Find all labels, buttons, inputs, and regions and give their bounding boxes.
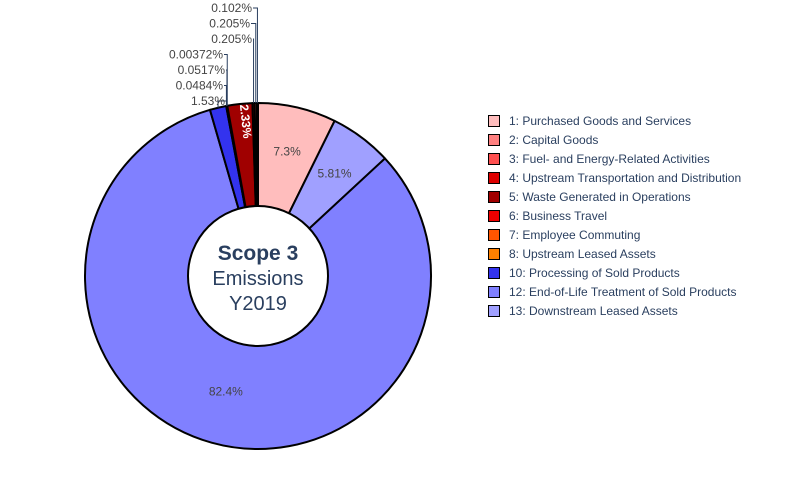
slice-label: 5.81% (318, 166, 352, 180)
legend-swatch (488, 266, 500, 279)
slice-label: 0.0517% (178, 63, 226, 77)
slice-2-capital-goods[interactable] (255, 102, 259, 277)
legend-swatch (488, 152, 500, 165)
legend-item[interactable]: 3: Fuel- and Energy-Related Activities (488, 149, 741, 168)
legend-item[interactable]: 10: Processing of Sold Products (488, 263, 741, 282)
legend-swatch (488, 133, 500, 146)
legend-label: 6: Business Travel (509, 208, 608, 223)
slice-label: 0.102% (211, 1, 252, 15)
slice-label: 1.53% (191, 94, 225, 108)
legend-label: 2: Capital Goods (509, 132, 599, 147)
leader-line (226, 69, 228, 106)
legend-label: 7: Employee Commuting (509, 227, 641, 242)
legend-label: 4: Upstream Transportation and Distribut… (509, 170, 742, 185)
slice-label: 82.4% (209, 385, 243, 399)
legend-label: 13: Downstream Leased Assets (509, 303, 678, 318)
legend-item[interactable]: 4: Upstream Transportation and Distribut… (488, 168, 741, 187)
legend-swatch (488, 114, 500, 127)
slice-labels: 7.3% 5.81% 82.4% 2.33% 0.102% 0.205%0.205% 0.0… (169, 1, 352, 399)
leader-line (251, 23, 257, 104)
legend-item[interactable]: 7: Employee Commuting (488, 225, 741, 244)
legend-swatch (488, 247, 500, 260)
legend-label: 8: Upstream Leased Assets (509, 246, 656, 261)
slice-label: 0.0484% (176, 79, 224, 93)
center-subtitle: Emissions (212, 268, 303, 290)
legend-item[interactable]: 6: Business Travel (488, 206, 741, 225)
legend-label: 3: Fuel- and Energy-Related Activities (509, 151, 710, 166)
leader-line (224, 85, 227, 106)
legend-item[interactable]: 13: Downstream Leased Assets (488, 301, 741, 320)
center-title: Scope 3 (218, 242, 299, 265)
legend-swatch (488, 304, 500, 317)
legend-item[interactable]: 12: End-of-Life Treatment of Sold Produc… (488, 282, 741, 301)
slice-label: 0.205% (209, 17, 250, 31)
slice-label: 7.3% (273, 144, 301, 158)
legend-label: 12: End-of-Life Treatment of Sold Produc… (509, 284, 737, 299)
leader-line (253, 38, 255, 104)
legend-label: 10: Processing of Sold Products (509, 265, 680, 280)
legend-item[interactable]: 2: Capital Goods (488, 130, 741, 149)
center-hole (187, 205, 329, 347)
slice-label: 0.00372% (169, 48, 223, 62)
slice-label: 0.205% (211, 32, 252, 46)
leader-line (253, 7, 258, 104)
legend-item[interactable]: 5: Waste Generated in Operations (488, 187, 741, 206)
legend-label: 5: Waste Generated in Operations (509, 189, 691, 204)
legend-swatch (488, 209, 500, 222)
legend-swatch (488, 171, 500, 184)
legend-swatch (488, 190, 500, 203)
slice-label: 2.33% (237, 104, 255, 140)
leader-lines (217, 7, 258, 108)
legend-swatch (488, 285, 500, 298)
legend-item[interactable]: 8: Upstream Leased Assets (488, 244, 741, 263)
legend-label: 1: Purchased Goods and Services (509, 113, 692, 128)
legend-swatch (488, 228, 500, 241)
leader-line (217, 100, 226, 108)
legend: 1: Purchased Goods and Services 2: Capit… (488, 111, 741, 320)
legend-item[interactable]: 1: Purchased Goods and Services (488, 111, 741, 130)
center-year: Y2019 (229, 293, 287, 315)
